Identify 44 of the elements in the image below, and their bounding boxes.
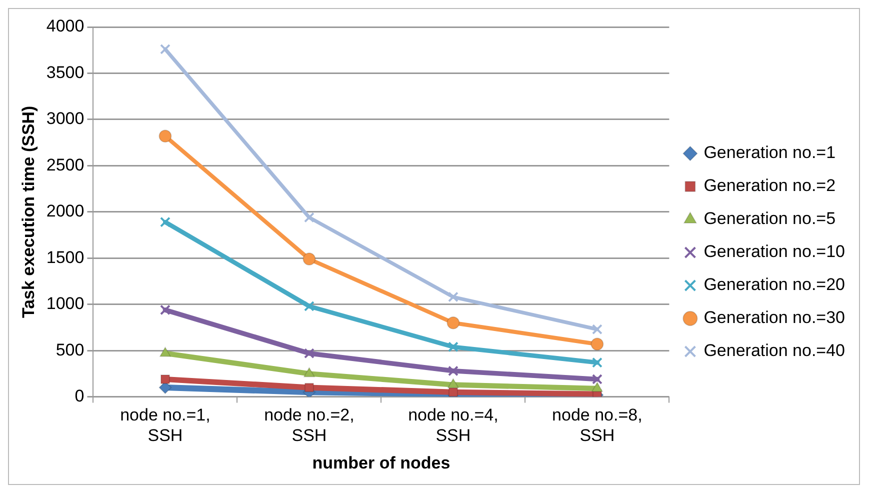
point bbox=[304, 382, 314, 392]
point bbox=[302, 252, 316, 266]
point bbox=[448, 292, 458, 302]
point bbox=[448, 366, 458, 376]
x-tick-label: node no.=2, SSH bbox=[264, 406, 354, 446]
point bbox=[160, 304, 170, 316]
point bbox=[160, 374, 170, 384]
y-tick-label: 0 bbox=[74, 386, 84, 406]
x-tick-label: node no.=4, SSH bbox=[408, 406, 498, 446]
point bbox=[304, 212, 314, 223]
legend-label: Generation no.=10 bbox=[704, 242, 846, 262]
x-tick-label: node no.=1, SSH bbox=[120, 406, 210, 446]
point bbox=[592, 324, 602, 335]
point bbox=[304, 367, 315, 378]
x-tick-label: node no.=8, SSH bbox=[552, 406, 642, 446]
point bbox=[592, 374, 602, 384]
point bbox=[448, 342, 458, 352]
y-tick-label: 3500 bbox=[46, 62, 84, 82]
y-tick-label: 500 bbox=[56, 340, 84, 360]
legend-label: Generation no.=20 bbox=[704, 275, 846, 294]
legend-label: Generation no.=1 bbox=[704, 143, 836, 162]
point bbox=[592, 382, 603, 392]
point bbox=[446, 316, 460, 330]
legend-label: Generation no.=40 bbox=[704, 341, 846, 360]
y-tick-label: 3000 bbox=[46, 109, 84, 128]
x-axis-title: number of nodes bbox=[312, 453, 450, 472]
point bbox=[448, 378, 459, 388]
legend-label: Generation no.=30 bbox=[704, 308, 846, 328]
legend-label: Generation no.=5 bbox=[704, 209, 836, 228]
point bbox=[592, 357, 602, 368]
y-tick-label: 2000 bbox=[46, 202, 84, 221]
point bbox=[160, 44, 170, 54]
legend-label: Generation no.=2 bbox=[704, 176, 836, 196]
y-tick-label: 1000 bbox=[46, 294, 84, 314]
point bbox=[158, 130, 172, 143]
point bbox=[160, 216, 170, 228]
y-tick-label: 4000 bbox=[46, 16, 84, 36]
y-tick-label: 1500 bbox=[46, 248, 84, 267]
point bbox=[304, 348, 314, 359]
point bbox=[160, 346, 171, 357]
point bbox=[590, 338, 604, 351]
y-tick-label: 2500 bbox=[46, 155, 84, 174]
point bbox=[304, 300, 314, 312]
y-axis-title: Task execution time (SSH) bbox=[18, 106, 38, 318]
